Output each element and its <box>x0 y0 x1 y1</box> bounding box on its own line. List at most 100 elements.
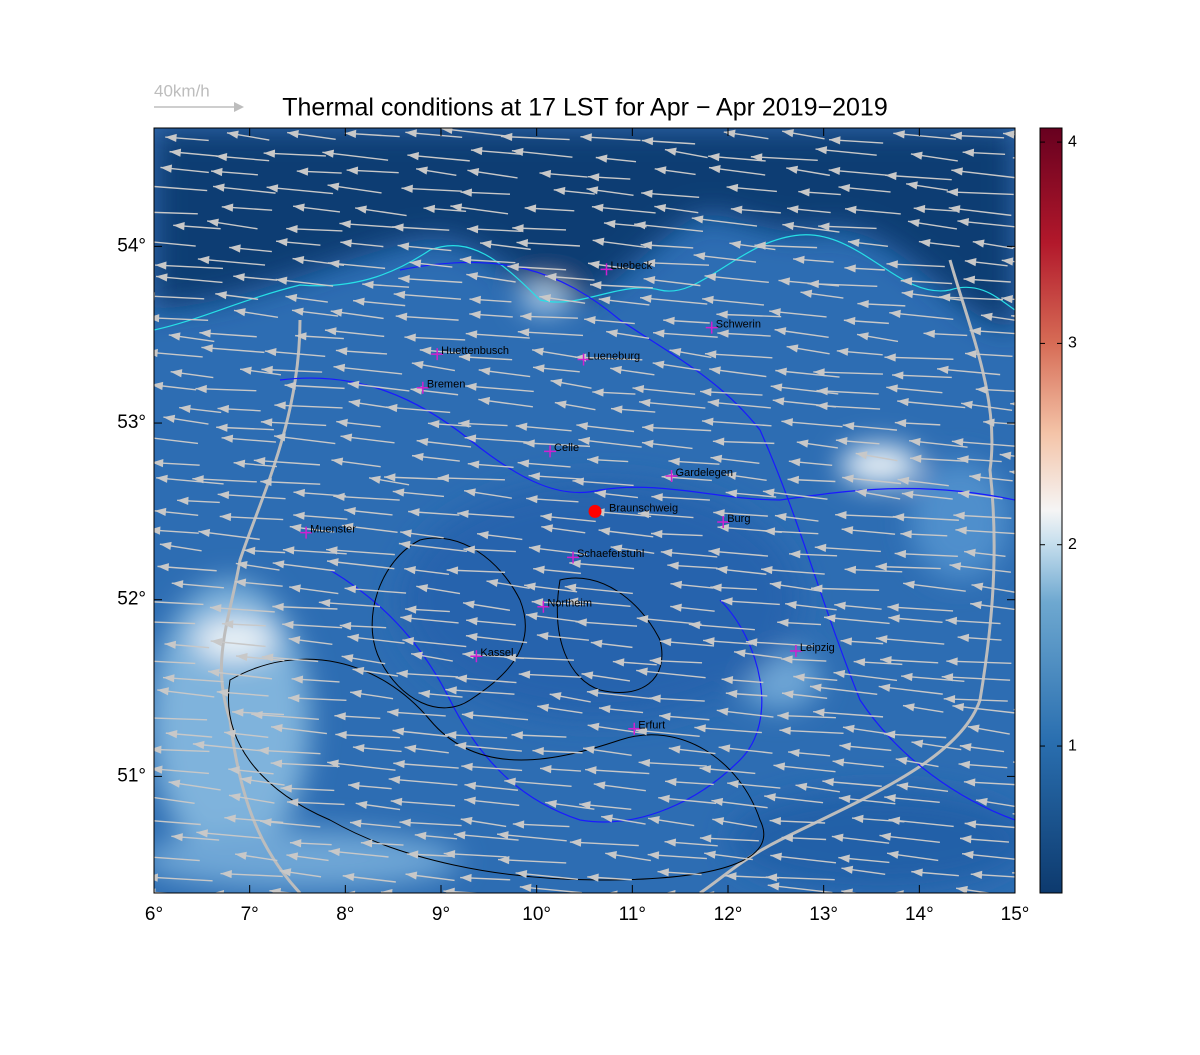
wind-arrow-head <box>853 658 866 667</box>
wind-arrow-head <box>598 296 611 305</box>
wind-arrow-head <box>443 849 456 859</box>
wind-arrow-head <box>464 781 477 790</box>
wind-arrow-head <box>668 457 680 466</box>
wind-arrow-head <box>461 711 474 720</box>
wind-arrow-head <box>605 850 618 860</box>
wind-arrow-head <box>951 438 964 447</box>
wind-arrow-head <box>594 489 607 498</box>
wind-arrow <box>154 437 199 445</box>
wind-arrow-head <box>716 707 729 716</box>
wind-arrow-head <box>289 523 302 533</box>
wind-arrow <box>154 660 196 665</box>
wind-arrow-head <box>703 637 715 646</box>
wind-arrow-head <box>233 308 246 317</box>
wind-arrow <box>326 548 395 556</box>
wind-arrow-head <box>347 380 360 389</box>
wind-arrow-head <box>815 146 828 155</box>
wind-arrow-head <box>464 796 476 805</box>
wind-arrow-head <box>778 277 791 286</box>
wind-arrow-head <box>340 433 353 442</box>
wind-arrow-head <box>466 272 479 281</box>
wind-arrow-head <box>888 816 901 825</box>
wind-arrow-head <box>406 850 419 859</box>
wind-arrow-head <box>221 203 234 212</box>
wind-arrow-head <box>398 274 410 284</box>
wind-arrow-head <box>1018 273 1030 281</box>
wind-arrow-head <box>946 188 959 197</box>
wind-arrow-head <box>243 546 256 555</box>
wind-arrow-head <box>445 686 457 695</box>
wind-arrow-head <box>840 637 853 646</box>
place-label: Luebeck <box>611 260 653 272</box>
wind-arrow <box>154 295 205 300</box>
wind-arrow-head <box>327 259 340 269</box>
wind-arrow-head <box>888 614 900 623</box>
wind-arrow-head <box>727 779 739 789</box>
place-marker <box>665 470 678 483</box>
wind-arrow-head <box>460 188 472 197</box>
wind-arrow-head <box>967 724 980 733</box>
wind-arrow-head <box>724 471 737 481</box>
wind-arrow-head <box>983 418 995 427</box>
wind-arrow-head <box>221 434 234 443</box>
wind-arrow-head <box>667 561 679 570</box>
wind-arrow-head <box>896 782 909 791</box>
wind-arrow-head <box>288 636 301 645</box>
wind-arrow-head <box>467 167 480 177</box>
wind-arrow-head <box>1021 368 1033 376</box>
wind-arrow-head <box>842 421 855 431</box>
wind-arrow-head <box>957 490 970 499</box>
wind-arrow-head <box>154 381 164 391</box>
wind-arrow-head <box>469 310 481 319</box>
wind-arrow <box>465 385 534 393</box>
wind-arrow-head <box>156 474 168 483</box>
wind-arrow-head <box>229 244 241 253</box>
wind-arrow-head <box>975 797 988 806</box>
wind-arrow-head <box>591 203 604 212</box>
wind-arrow-head <box>450 203 463 212</box>
map-frame <box>153 127 1016 894</box>
wind-arrow-head <box>844 565 857 574</box>
wind-arrow-head <box>253 456 266 466</box>
wind-arrow-head <box>393 759 405 769</box>
wind-arrow-head <box>721 597 733 606</box>
wind-arrow-head <box>1009 470 1015 475</box>
place-marker <box>717 515 730 528</box>
wind-arrow-head <box>404 605 417 614</box>
wind-arrow-head <box>903 580 915 589</box>
wind-arrow-head <box>886 384 898 393</box>
wind-arrow-head <box>781 418 794 427</box>
wind-arrow-head <box>423 204 436 213</box>
wind-arrow-head <box>408 508 420 517</box>
wind-arrow-head <box>134 816 146 824</box>
wind-arrow-head <box>1001 295 1013 304</box>
wind-arrow-head <box>750 153 763 162</box>
wind-arrow-head <box>289 839 302 848</box>
wind-arrow-head <box>651 529 663 539</box>
site-label: Braunschweig <box>609 502 678 514</box>
wind-arrow-head <box>786 205 799 214</box>
wind-arrow-head <box>341 522 354 531</box>
wind-arrow-head <box>467 460 480 469</box>
wind-arrow-head <box>838 794 851 804</box>
wind-arrow-head <box>578 436 591 446</box>
colorbar <box>1039 127 1063 894</box>
wind-arrow-head <box>235 851 247 860</box>
wind-arrow-head <box>286 798 299 807</box>
wind-arrow-head <box>787 475 799 484</box>
wind-arrow-head <box>833 669 846 679</box>
wind-arrow-head <box>215 291 227 300</box>
wind-arrow-head <box>138 714 149 722</box>
wind-arrow-head <box>610 544 623 553</box>
wind-arrow-head <box>465 330 478 339</box>
wind-arrow-head <box>275 276 288 285</box>
wind-arrow-head <box>654 203 667 213</box>
wind-arrow-head <box>477 531 489 540</box>
wind-arrow-head <box>233 273 245 282</box>
wind-arrow-head <box>517 328 530 337</box>
wind-arrow-head <box>164 640 177 649</box>
wind-arrow-head <box>352 666 365 675</box>
wind-arrow-head <box>466 617 478 626</box>
wind-arrow-head <box>1016 837 1028 845</box>
wind-arrow-head <box>879 832 892 841</box>
